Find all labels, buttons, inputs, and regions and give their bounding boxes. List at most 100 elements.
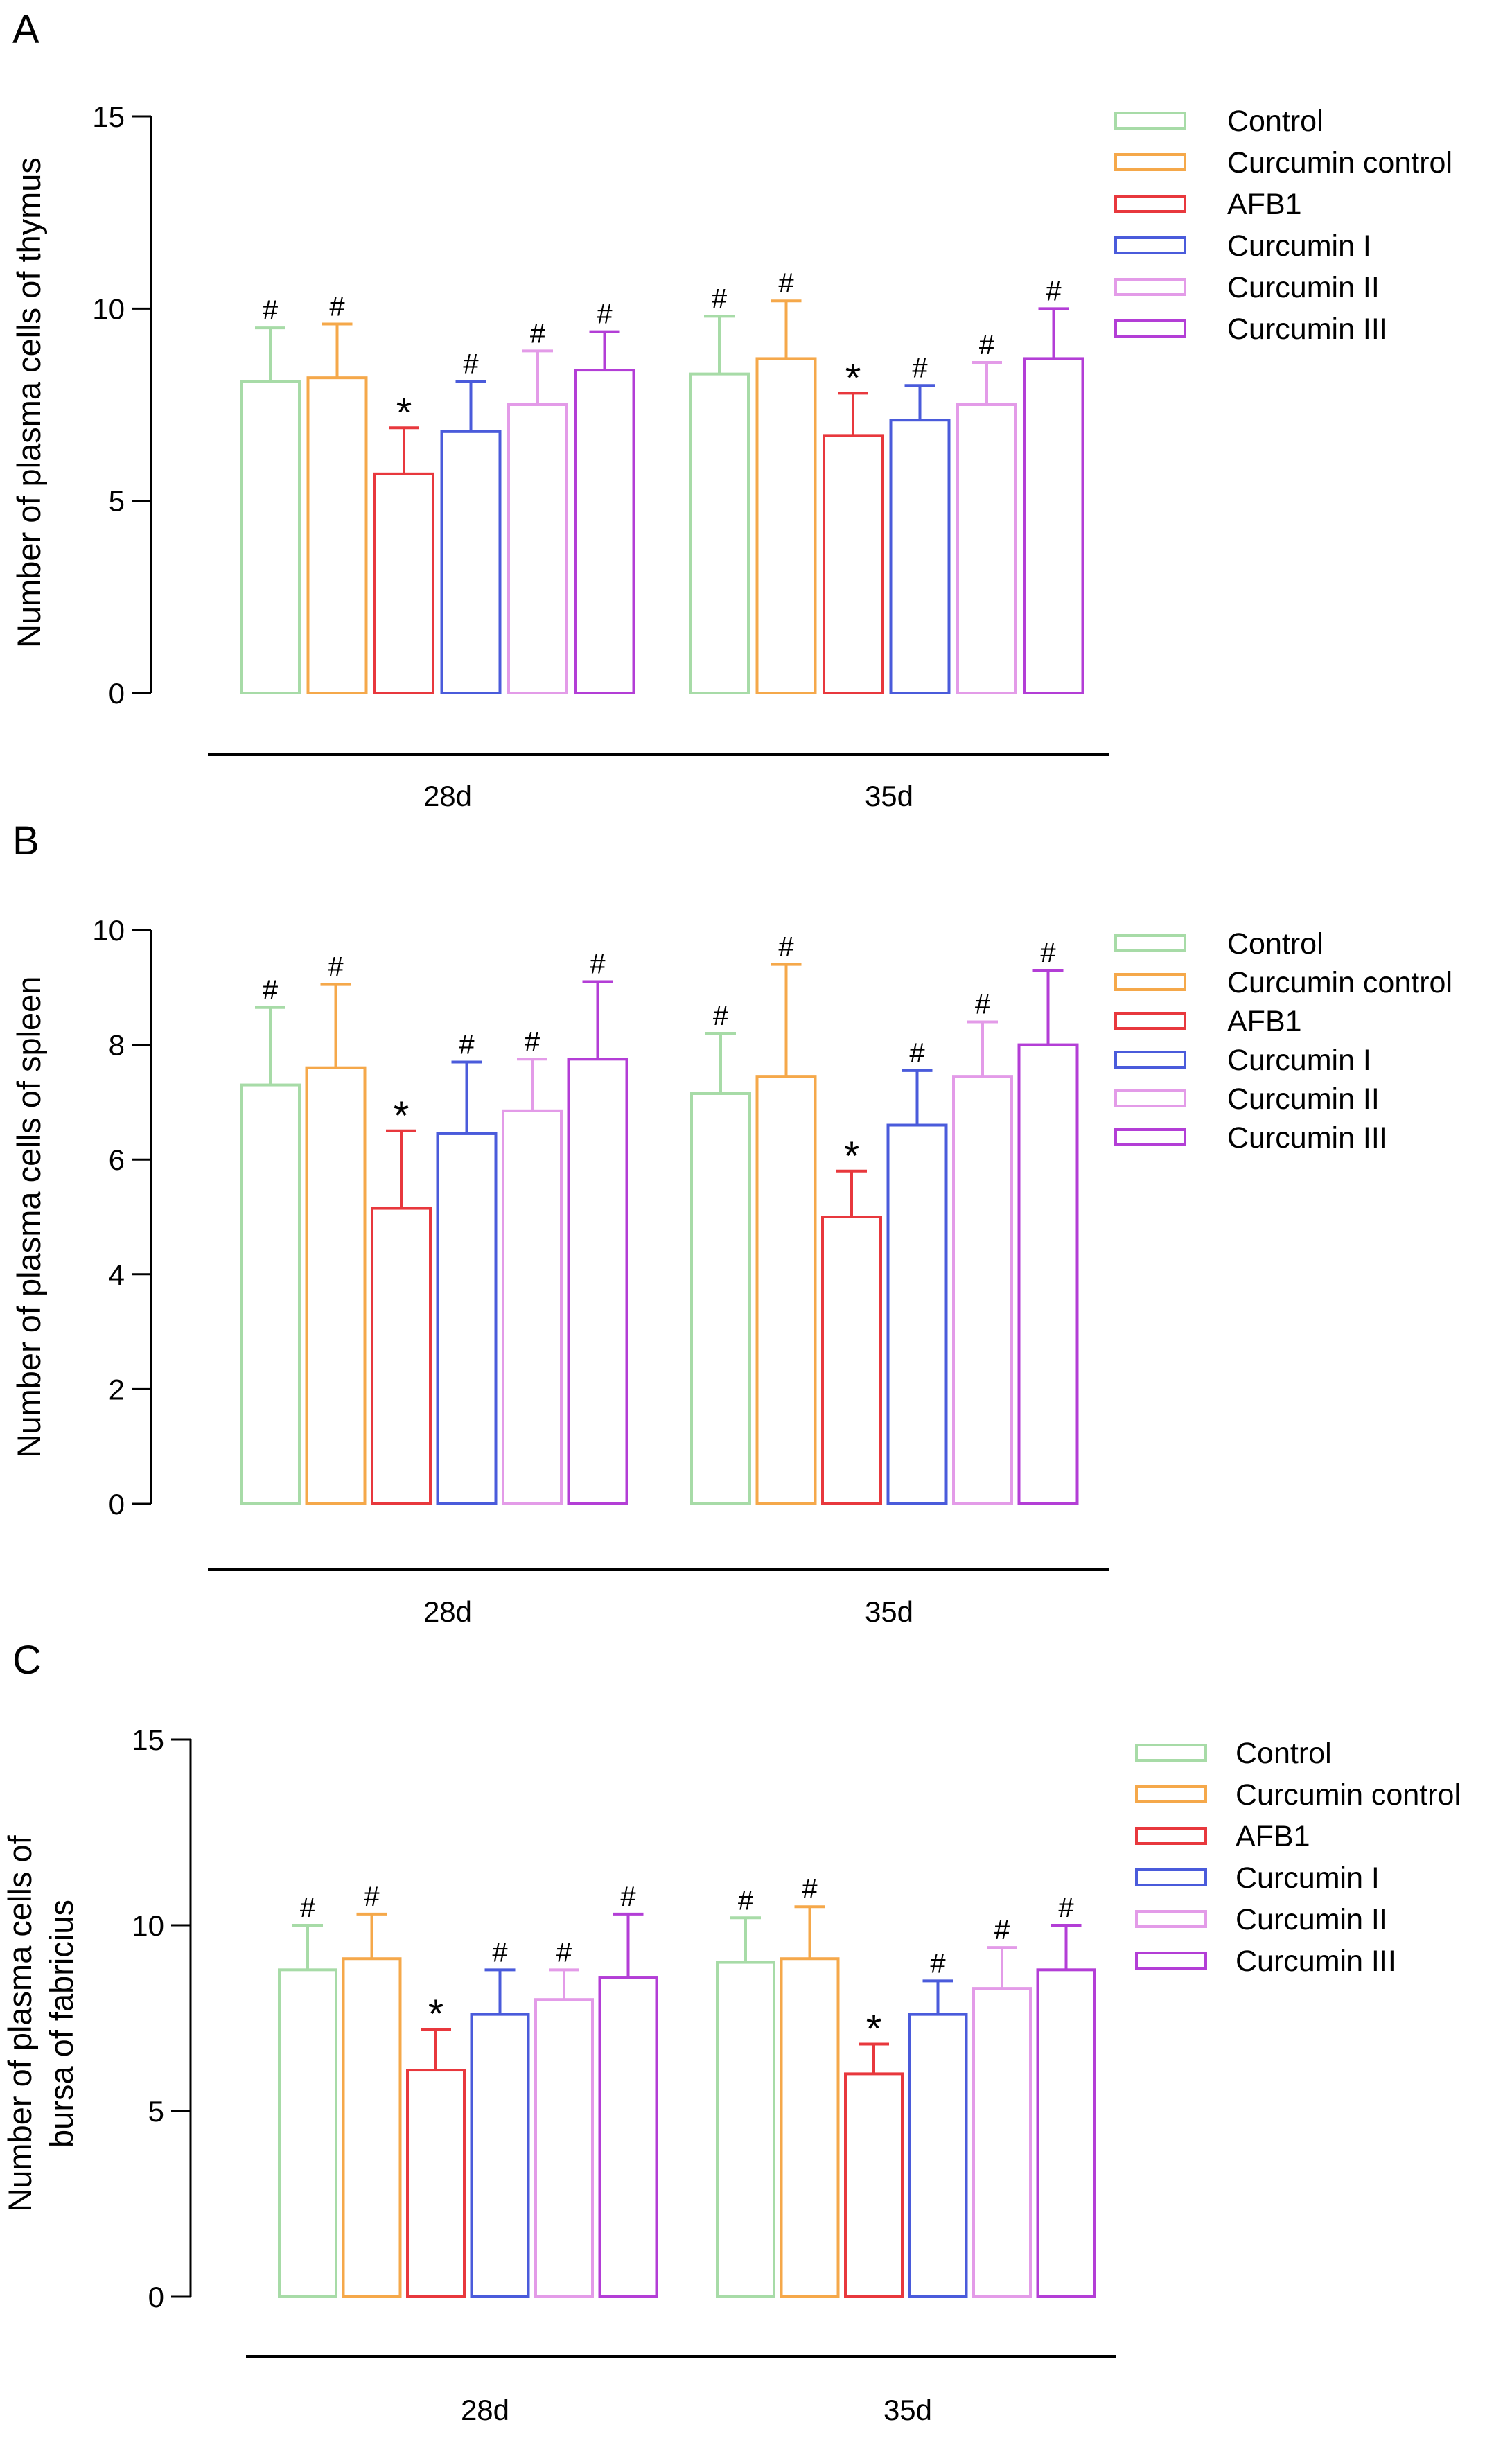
bar: [371, 1207, 432, 1505]
significance-star: *: [845, 356, 861, 401]
legend-label: Control: [1227, 927, 1324, 961]
legend-swatch: [1135, 1910, 1207, 1928]
significance-hash: #: [492, 1937, 508, 1967]
legend-swatch: [1114, 319, 1186, 338]
legend: Control Curcumin control AFB1 Curcumin I Cur…: [1114, 105, 1452, 346]
legend-swatch: [1114, 1012, 1186, 1030]
significance-hash: #: [713, 1001, 729, 1031]
bar: [373, 472, 434, 695]
bar: [689, 372, 750, 694]
bar: [1023, 357, 1084, 694]
y-axis-title: Number of plasma cells of: [1, 1834, 38, 2211]
bar: [406, 2069, 466, 2299]
legend-label: AFB1: [1227, 1005, 1302, 1038]
y-tick-label: 8: [109, 1029, 125, 1062]
legend-swatch: [1114, 278, 1186, 296]
legend-label: Curcumin I: [1236, 1861, 1380, 1895]
significance-hash: #: [912, 353, 928, 383]
legend-label: Control: [1227, 105, 1324, 138]
bar: [574, 369, 635, 695]
legend-label: Curcumin III: [1227, 1121, 1388, 1155]
significance-hash: #: [590, 949, 606, 980]
significance-hash: #: [712, 283, 728, 314]
legend-swatch: [1135, 1744, 1207, 1762]
y-tick-label: 0: [109, 1488, 125, 1520]
x-category-label: 28d: [423, 780, 472, 812]
significance-hash: #: [909, 1038, 925, 1069]
y-tick-label: 5: [109, 485, 125, 518]
bar: [823, 434, 884, 695]
legend: Control Curcumin control AFB1 Curcumin I Cur…: [1135, 1737, 1461, 1978]
y-tick-label: 5: [148, 2095, 164, 2128]
significance-hash: #: [263, 975, 279, 1006]
significance-hash: #: [263, 295, 279, 326]
y-tick-label: 0: [148, 2281, 164, 2313]
significance-star: *: [394, 1094, 410, 1139]
bar: [240, 1083, 301, 1506]
legend-swatch: [1114, 112, 1186, 130]
y-tick-label: 15: [92, 100, 125, 133]
y-tick-label: 4: [109, 1259, 125, 1291]
significance-hash: #: [994, 1915, 1010, 1945]
bar: [534, 1998, 594, 2298]
x-category-label: 35d: [865, 1595, 913, 1628]
bar: [755, 357, 817, 694]
bar: [240, 380, 301, 694]
significance-hash: #: [975, 989, 991, 1019]
y-tick-label: 2: [109, 1373, 125, 1405]
significance-hash: #: [778, 268, 794, 299]
bar: [844, 2072, 904, 2298]
panel-c: C 0 5 10 15 Number of plasma cells of bursa of…: [1, 1638, 1461, 2426]
bar: [507, 403, 568, 694]
bar: [889, 419, 951, 694]
legend-swatch: [1114, 195, 1186, 213]
legend-label: Curcumin control: [1236, 1778, 1461, 1812]
legend-label: Curcumin I: [1227, 229, 1371, 263]
legend-label: Curcumin control: [1227, 146, 1452, 179]
significance-hash: #: [1046, 276, 1062, 306]
legend-label: Curcumin I: [1227, 1044, 1371, 1077]
significance-hash: #: [556, 1937, 572, 1967]
legend-label: Curcumin II: [1236, 1903, 1388, 1936]
legend-swatch: [1114, 1089, 1186, 1107]
y-tick-label: 10: [132, 1909, 164, 1942]
bar: [440, 430, 502, 694]
significance-hash: #: [328, 952, 344, 983]
bar: [908, 2013, 968, 2298]
significance-hash: #: [802, 1874, 818, 1904]
bar: [598, 1976, 658, 2299]
bar: [690, 1092, 751, 1505]
significance-hash: #: [930, 1948, 946, 1979]
bar: [306, 376, 368, 694]
bar: [956, 403, 1017, 694]
significance-hash: #: [300, 1893, 316, 1923]
significance-hash: #: [620, 1882, 636, 1912]
significance-hash: #: [329, 292, 345, 322]
legend-swatch: [1135, 1785, 1207, 1803]
legend-swatch: [1135, 1827, 1207, 1845]
significance-hash: #: [463, 349, 479, 380]
legend-swatch: [1114, 1128, 1186, 1146]
y-tick-label: 10: [92, 292, 125, 325]
significance-hash: #: [1040, 938, 1056, 968]
bar: [780, 1957, 840, 2298]
legend-swatch: [1114, 1051, 1186, 1069]
y-tick-label: 10: [92, 914, 125, 947]
significance-hash: #: [459, 1029, 475, 1060]
legend-swatch: [1135, 1868, 1207, 1886]
x-category-label: 35d: [865, 780, 913, 812]
legend-swatch: [1114, 153, 1186, 171]
legend-label: Control: [1236, 1737, 1332, 1770]
x-category-label: 35d: [884, 2394, 932, 2426]
x-category-label: 28d: [423, 1595, 472, 1628]
panel-letter: B: [12, 818, 39, 864]
bar: [1017, 1043, 1079, 1505]
bar: [952, 1075, 1013, 1505]
legend-label: Curcumin II: [1227, 271, 1380, 304]
y-axis-title: Number of plasma cells of spleen: [10, 976, 47, 1458]
significance-hash: #: [979, 330, 995, 360]
legend-swatch: [1114, 934, 1186, 952]
bar: [470, 2013, 530, 2298]
legend-swatch: [1114, 236, 1186, 254]
